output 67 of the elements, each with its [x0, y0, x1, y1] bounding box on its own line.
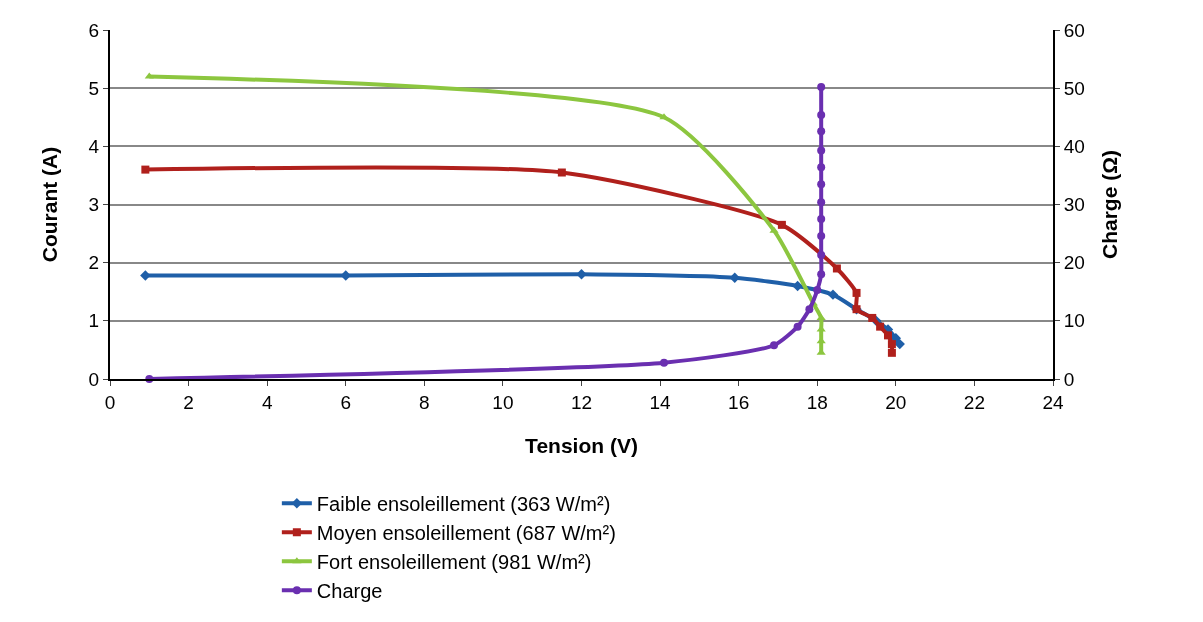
point [777, 220, 786, 229]
y-axis-title: Courant (A) [38, 146, 61, 263]
point [576, 269, 587, 280]
point [792, 280, 803, 292]
point [770, 341, 779, 350]
x-tick-label: 4 [261, 391, 273, 413]
x-tick-label: 24 [1042, 391, 1064, 413]
y-tick-label: 1 [88, 310, 100, 332]
point [832, 264, 841, 273]
y-tick-label: 4 [88, 135, 100, 157]
x-tick-label: 20 [885, 391, 907, 413]
y2-tick-label: 30 [1063, 194, 1085, 216]
point [876, 322, 885, 331]
x-tick-label: 0 [104, 391, 116, 413]
point [141, 165, 150, 174]
point [817, 198, 826, 207]
point [817, 215, 826, 224]
point [817, 180, 826, 189]
point [813, 286, 822, 295]
point [817, 127, 826, 136]
legend-label: Moyen ensoleillement (687 W/m²) [316, 522, 616, 544]
x-tick-label: 18 [806, 391, 828, 413]
point [817, 251, 826, 260]
point [805, 305, 814, 314]
x-tick-label: 10 [492, 391, 514, 413]
point [769, 226, 779, 233]
point [887, 348, 896, 357]
y2-tick-label: 20 [1063, 252, 1085, 274]
y-tick-label: 0 [88, 368, 100, 390]
x-tick-label: 12 [570, 391, 593, 413]
point [827, 289, 839, 300]
y2-axis-title: Charge (Ω) [1097, 149, 1121, 260]
x-tick-label: 2 [183, 391, 194, 413]
x-tick-label: 8 [419, 391, 430, 413]
legend-label: Charge [316, 580, 383, 602]
point [817, 163, 826, 172]
point [868, 313, 877, 322]
point [817, 231, 826, 240]
y2-tick-label: 60 [1063, 19, 1085, 41]
point [817, 270, 826, 279]
x-tick-label: 22 [963, 391, 985, 413]
y2-tick-label: 40 [1063, 135, 1085, 157]
legend-label: Fort ensoleillement (981 W/m²) [316, 551, 592, 573]
legend-label: Faible ensoleillement (363 W/m²) [316, 493, 611, 515]
y-tick-label: 2 [88, 252, 100, 274]
point [557, 168, 566, 177]
point [817, 110, 826, 119]
y2-tick-label: 50 [1063, 77, 1085, 99]
point [883, 331, 892, 340]
point [816, 313, 826, 320]
point [817, 146, 826, 155]
x-tick-label: 6 [340, 391, 352, 413]
point [887, 340, 896, 349]
point [894, 338, 905, 350]
x-axis-title: Tension (V) [525, 434, 638, 457]
x-tick-label: 14 [649, 391, 672, 413]
point [793, 322, 802, 331]
point [817, 83, 826, 91]
point [144, 72, 154, 79]
point [852, 288, 861, 297]
x-tick-label: 16 [728, 391, 750, 413]
y2-tick-label: 0 [1063, 368, 1075, 390]
y-tick-label: 3 [88, 194, 100, 216]
y2-tick-label: 10 [1063, 310, 1085, 332]
y-tick-label: 6 [88, 19, 100, 41]
y-tick-label: 5 [88, 77, 100, 99]
point [660, 358, 669, 367]
